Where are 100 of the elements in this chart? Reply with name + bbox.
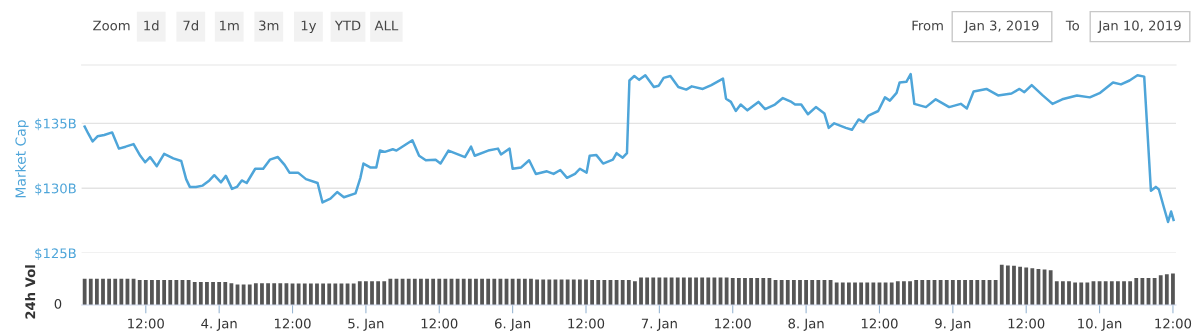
bar	[602, 279, 607, 306]
bar	[688, 277, 692, 306]
text: Jan 3, 2019	[963, 20, 1039, 33]
x-tick-label: 8. Jan	[788, 318, 824, 331]
text: 1y	[301, 20, 317, 34]
text: 0	[54, 298, 62, 309]
bar	[1158, 275, 1163, 306]
bar	[516, 278, 521, 306]
bar	[357, 281, 362, 306]
bar	[791, 279, 796, 306]
bar	[736, 277, 741, 306]
bar	[211, 282, 215, 306]
bar	[247, 284, 252, 306]
bar	[467, 278, 472, 306]
bar	[639, 277, 643, 306]
bar	[217, 282, 222, 306]
bar	[1030, 268, 1035, 306]
text: 1m	[220, 20, 239, 31]
bar	[975, 279, 980, 306]
bar	[547, 279, 552, 306]
bar	[253, 283, 258, 306]
text: 1d	[144, 20, 159, 31]
bar	[205, 282, 209, 306]
bar	[461, 278, 466, 306]
y-tick-label: $130B	[35, 183, 76, 196]
bar	[584, 279, 588, 306]
bar	[370, 281, 374, 306]
bar	[260, 283, 264, 306]
bar	[351, 283, 356, 306]
bar	[620, 279, 625, 306]
x-tick-label: 10. Jan	[1078, 318, 1122, 331]
bar	[816, 279, 821, 306]
x-tick-label: 4. Jan	[201, 318, 237, 331]
bar	[761, 277, 766, 306]
bar	[168, 279, 173, 306]
x-tick-label: 12:00	[861, 318, 898, 329]
bar	[474, 278, 478, 306]
bar	[1116, 281, 1120, 306]
bar	[871, 282, 876, 306]
bar	[333, 283, 338, 306]
text: YTD	[334, 20, 361, 31]
bar	[1140, 277, 1145, 306]
bar	[798, 279, 802, 306]
x-tick-label: 12:00	[715, 318, 751, 329]
bar	[529, 278, 533, 306]
text: 7d	[183, 20, 198, 31]
bar	[1054, 281, 1059, 306]
bar	[480, 278, 484, 306]
bar	[859, 282, 864, 306]
bar	[192, 282, 197, 306]
bar	[437, 278, 442, 306]
bar	[853, 282, 857, 306]
bar	[1067, 281, 1071, 306]
bar	[950, 279, 955, 306]
bar	[1079, 282, 1084, 306]
bar	[657, 277, 662, 306]
bar	[1164, 274, 1169, 306]
bar	[571, 279, 576, 306]
bar	[1073, 282, 1078, 306]
bar	[645, 277, 650, 306]
bar	[908, 281, 912, 306]
bar	[315, 283, 319, 306]
bar	[1171, 273, 1175, 306]
x-tick-label: 12:00	[274, 318, 311, 329]
bar	[895, 281, 900, 306]
x-tick-label: 12:00	[1008, 318, 1045, 329]
bar	[1134, 277, 1139, 306]
x-tick-label: 6. Jan	[495, 318, 531, 331]
bar	[847, 282, 851, 306]
bar	[957, 279, 961, 306]
bar	[419, 278, 423, 306]
bar	[535, 279, 539, 306]
bar	[626, 279, 631, 306]
bar	[810, 279, 815, 306]
bar	[694, 277, 698, 306]
bar	[150, 279, 154, 306]
text: ALL	[374, 20, 399, 31]
x-tick-label: 12:00	[421, 318, 458, 329]
bar	[241, 284, 246, 306]
bar	[1122, 281, 1126, 306]
bar	[308, 283, 313, 306]
bar	[229, 283, 234, 306]
bar	[804, 279, 808, 306]
bar	[1103, 281, 1108, 306]
bar	[969, 279, 974, 306]
bar	[785, 279, 790, 306]
bar	[223, 282, 228, 306]
text: 3m	[259, 20, 279, 31]
bar	[889, 282, 894, 306]
bar	[388, 278, 393, 306]
bar	[755, 277, 760, 306]
bar	[137, 279, 142, 306]
x-tick-label: 7. Jan	[641, 318, 677, 331]
bar	[82, 278, 87, 306]
bar	[590, 279, 595, 306]
bar	[412, 278, 417, 306]
x-tick-label: 12:00	[568, 318, 605, 329]
bar	[198, 282, 203, 306]
bar	[902, 281, 906, 306]
bar	[443, 278, 448, 306]
